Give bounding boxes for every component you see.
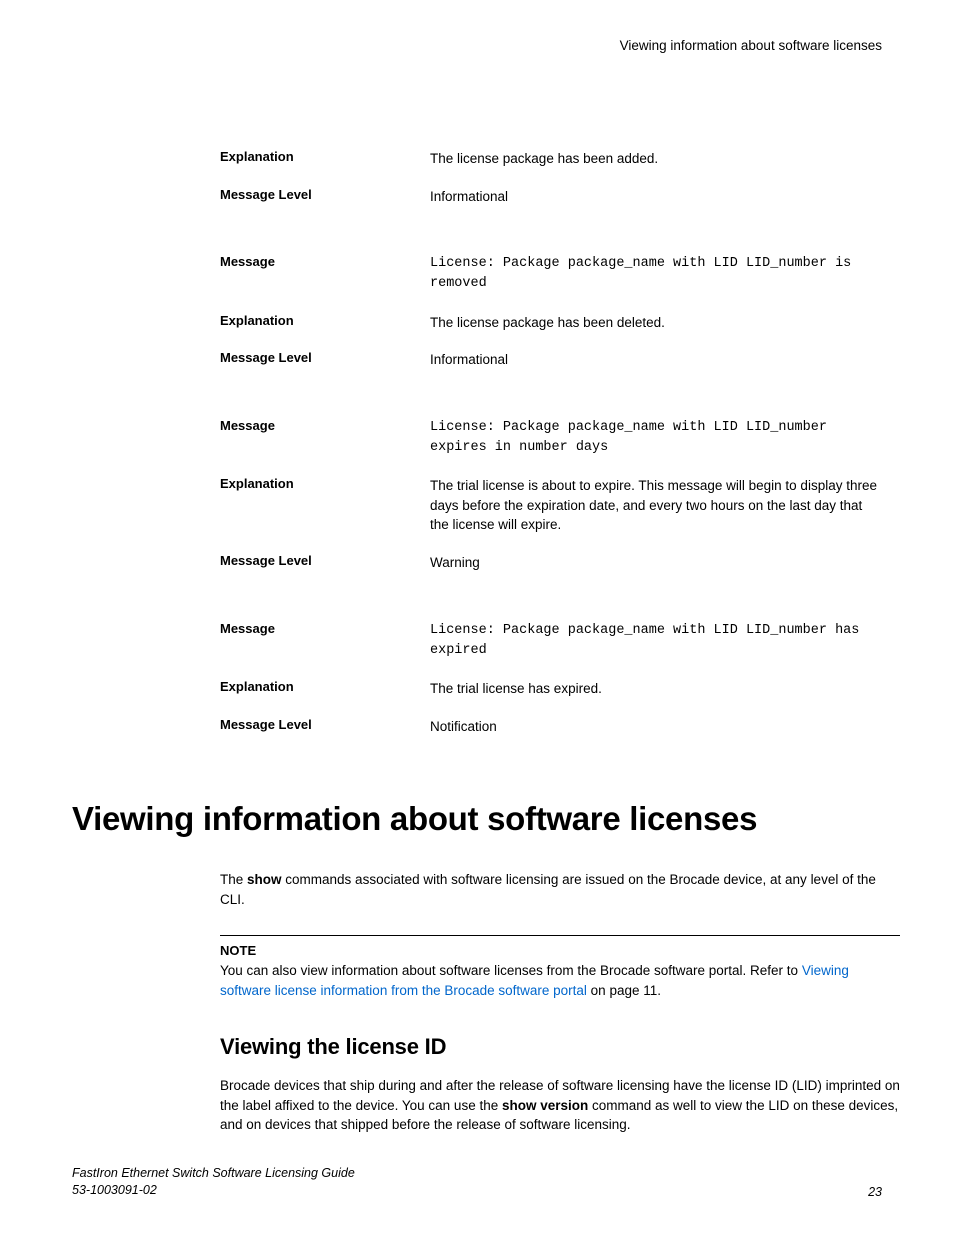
intro-bold-show: show xyxy=(247,872,282,887)
subsection-heading: Viewing the license ID xyxy=(220,1034,882,1060)
value-explanation: The license package has been deleted. xyxy=(430,313,880,333)
def-row: Explanation The license package has been… xyxy=(220,149,880,169)
footer-docnum: 53-1003091-02 xyxy=(72,1182,355,1199)
message-definition-table: Explanation The license package has been… xyxy=(220,149,880,736)
label-message-level: Message Level xyxy=(220,187,430,202)
value-explanation: The license package has been added. xyxy=(430,149,880,169)
value-message-level: Warning xyxy=(430,553,880,573)
def-row: Message Level Informational xyxy=(220,187,880,207)
note-label: NOTE xyxy=(220,942,900,961)
intro-paragraph: The show commands associated with softwa… xyxy=(220,870,900,909)
label-explanation: Explanation xyxy=(220,313,430,328)
message-block-2: Message License: Package package_name wi… xyxy=(220,254,880,370)
label-explanation: Explanation xyxy=(220,149,430,164)
def-row: Message License: Package package_name wi… xyxy=(220,418,880,459)
message-block-3: Message License: Package package_name wi… xyxy=(220,418,880,573)
label-explanation: Explanation xyxy=(220,476,430,491)
h2body-bold: show version xyxy=(502,1098,588,1113)
footer-title: FastIron Ethernet Switch Software Licens… xyxy=(72,1165,355,1182)
def-row: Message License: Package package_name wi… xyxy=(220,621,880,662)
label-message-level: Message Level xyxy=(220,717,430,732)
note-rule xyxy=(220,935,900,936)
def-row: Message Level Warning xyxy=(220,553,880,573)
value-explanation: The trial license has expired. xyxy=(430,679,880,699)
value-message-level: Informational xyxy=(430,187,880,207)
def-row: Explanation The trial license is about t… xyxy=(220,476,880,535)
def-row: Message Level Informational xyxy=(220,350,880,370)
value-message: License: Package package_name with LID L… xyxy=(430,418,880,459)
section-heading: Viewing information about software licen… xyxy=(72,800,882,838)
message-block-1: Explanation The license package has been… xyxy=(220,149,880,206)
message-block-4: Message License: Package package_name wi… xyxy=(220,621,880,737)
subsection-paragraph: Brocade devices that ship during and aft… xyxy=(220,1076,900,1135)
value-message: License: Package package_name with LID L… xyxy=(430,621,880,662)
def-row: Explanation The trial license has expire… xyxy=(220,679,880,699)
def-row: Message License: Package package_name wi… xyxy=(220,254,880,295)
note-pre: You can also view information about soft… xyxy=(220,963,802,978)
page-footer: FastIron Ethernet Switch Software Licens… xyxy=(72,1165,882,1199)
running-header: Viewing information about software licen… xyxy=(72,38,882,53)
label-message-level: Message Level xyxy=(220,553,430,568)
intro-post: commands associated with software licens… xyxy=(220,872,876,907)
label-message: Message xyxy=(220,418,430,433)
value-explanation: The trial license is about to expire. Th… xyxy=(430,476,880,535)
value-message-level: Notification xyxy=(430,717,880,737)
footer-left: FastIron Ethernet Switch Software Licens… xyxy=(72,1165,355,1199)
def-row: Message Level Notification xyxy=(220,717,880,737)
intro-pre: The xyxy=(220,872,247,887)
label-message-level: Message Level xyxy=(220,350,430,365)
note-body: You can also view information about soft… xyxy=(220,961,900,1000)
label-explanation: Explanation xyxy=(220,679,430,694)
value-message: License: Package package_name with LID L… xyxy=(430,254,880,295)
label-message: Message xyxy=(220,621,430,636)
def-row: Explanation The license package has been… xyxy=(220,313,880,333)
value-message-level: Informational xyxy=(430,350,880,370)
note-block: NOTE You can also view information about… xyxy=(220,935,900,1000)
note-post: on page 11. xyxy=(587,983,661,998)
label-message: Message xyxy=(220,254,430,269)
footer-page-number: 23 xyxy=(868,1185,882,1199)
